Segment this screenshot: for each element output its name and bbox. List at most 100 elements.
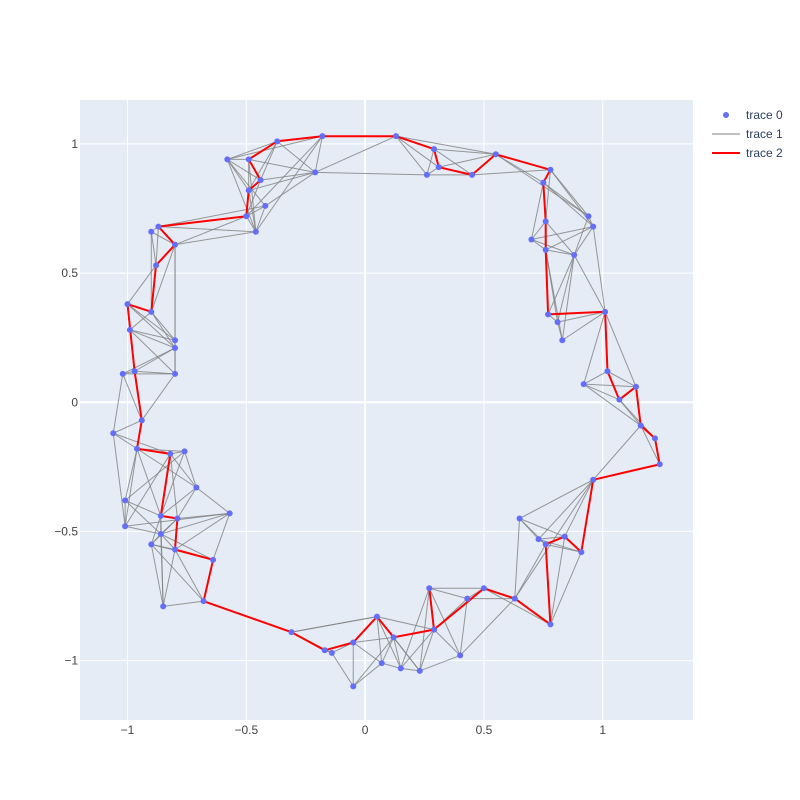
data-point: [148, 308, 155, 315]
edge-line: [129, 329, 176, 341]
edge-line: [160, 533, 176, 550]
edge-line: [169, 453, 178, 519]
y-tick-label: −1: [64, 654, 78, 668]
edge-line: [150, 311, 176, 341]
edge-line: [543, 182, 589, 217]
edge-line: [174, 512, 230, 550]
edge-line: [573, 254, 606, 313]
edge-line: [438, 153, 496, 168]
x-tick-label: −1: [121, 723, 135, 737]
edge-line: [400, 588, 430, 669]
data-point: [469, 171, 476, 178]
edge-line: [549, 536, 566, 625]
edge-line: [604, 311, 637, 387]
edge-line: [315, 135, 397, 173]
edge-line: [352, 637, 395, 687]
data-point: [172, 337, 179, 344]
data-point: [585, 213, 592, 220]
edge-line: [248, 159, 257, 232]
edge-line: [176, 487, 197, 519]
data-point: [511, 595, 518, 602]
data-point: [167, 450, 174, 457]
edge-line: [174, 549, 204, 602]
edge-line: [545, 221, 575, 256]
edge-line: [245, 179, 262, 217]
edge-line: [150, 231, 157, 266]
edge-line: [160, 451, 186, 517]
edge-line: [150, 244, 176, 313]
axis-tick-labels: −1 −0.5 0 0.5 1 −1 −0.5 0 0.5 1: [54, 137, 606, 737]
edge-line: [160, 512, 230, 535]
edge-line: [129, 329, 176, 349]
edge-line: [583, 311, 606, 385]
edge-line: [124, 500, 162, 535]
edge-line: [547, 254, 575, 315]
edge-line: [433, 148, 496, 155]
data-point: [464, 595, 471, 602]
data-point: [426, 585, 433, 592]
edge-line: [113, 419, 142, 434]
data-point: [651, 435, 658, 442]
edge-line: [433, 148, 473, 176]
edge-line: [160, 533, 214, 561]
edge-line: [545, 226, 594, 251]
data-point: [535, 536, 542, 543]
edge-line: [557, 311, 606, 323]
edge-line: [592, 226, 606, 312]
edge-line: [245, 215, 257, 233]
edge-line: [124, 448, 138, 501]
legend-label-trace-1: trace 1: [746, 127, 783, 141]
edge-line: [395, 135, 428, 176]
edge-line: [248, 141, 278, 191]
edge-line: [459, 598, 516, 656]
data-point: [200, 598, 207, 605]
edge-line: [160, 487, 197, 517]
data-point: [122, 497, 129, 504]
edge-line: [227, 158, 261, 181]
edge-line: [519, 518, 565, 538]
edge-line: [163, 600, 204, 607]
y-tick-label: 1: [71, 137, 78, 151]
edge-line: [583, 383, 620, 401]
edge-line: [255, 135, 323, 233]
data-point: [148, 541, 155, 548]
data-point: [262, 202, 269, 209]
trace-0-points: [110, 133, 663, 690]
data-point: [328, 649, 335, 656]
data-point: [616, 396, 623, 403]
data-point: [559, 337, 566, 344]
data-point: [126, 326, 133, 333]
grid-lines: [80, 100, 693, 720]
edge-line: [248, 158, 316, 173]
plot-background: [80, 100, 693, 720]
edge-line: [127, 303, 176, 341]
edge-line: [545, 169, 551, 222]
data-point: [571, 252, 578, 258]
edge-line: [352, 662, 383, 687]
data-point: [350, 639, 357, 646]
legend[interactable]: trace 0 trace 1 trace 2: [712, 108, 783, 160]
legend-label-trace-2: trace 2: [746, 146, 783, 160]
data-point: [590, 476, 597, 483]
data-point: [547, 621, 554, 628]
data-point: [547, 166, 554, 173]
edge-line: [419, 654, 461, 672]
x-tick-label: 1: [599, 723, 606, 737]
data-point: [172, 241, 179, 248]
data-point: [457, 652, 464, 659]
edge-line: [226, 159, 257, 232]
edge-line: [124, 450, 185, 501]
edge-line: [136, 448, 162, 517]
data-point: [288, 629, 295, 636]
y-tick-label: −0.5: [54, 524, 78, 538]
data-point: [397, 665, 404, 672]
edge-line: [640, 425, 661, 465]
edge-line: [122, 373, 143, 421]
data-point: [119, 370, 126, 377]
legend-marker-trace-0: [723, 112, 729, 118]
edge-line: [276, 140, 316, 173]
edge-line: [314, 136, 323, 173]
data-point: [561, 533, 568, 540]
edge-line: [196, 487, 230, 514]
